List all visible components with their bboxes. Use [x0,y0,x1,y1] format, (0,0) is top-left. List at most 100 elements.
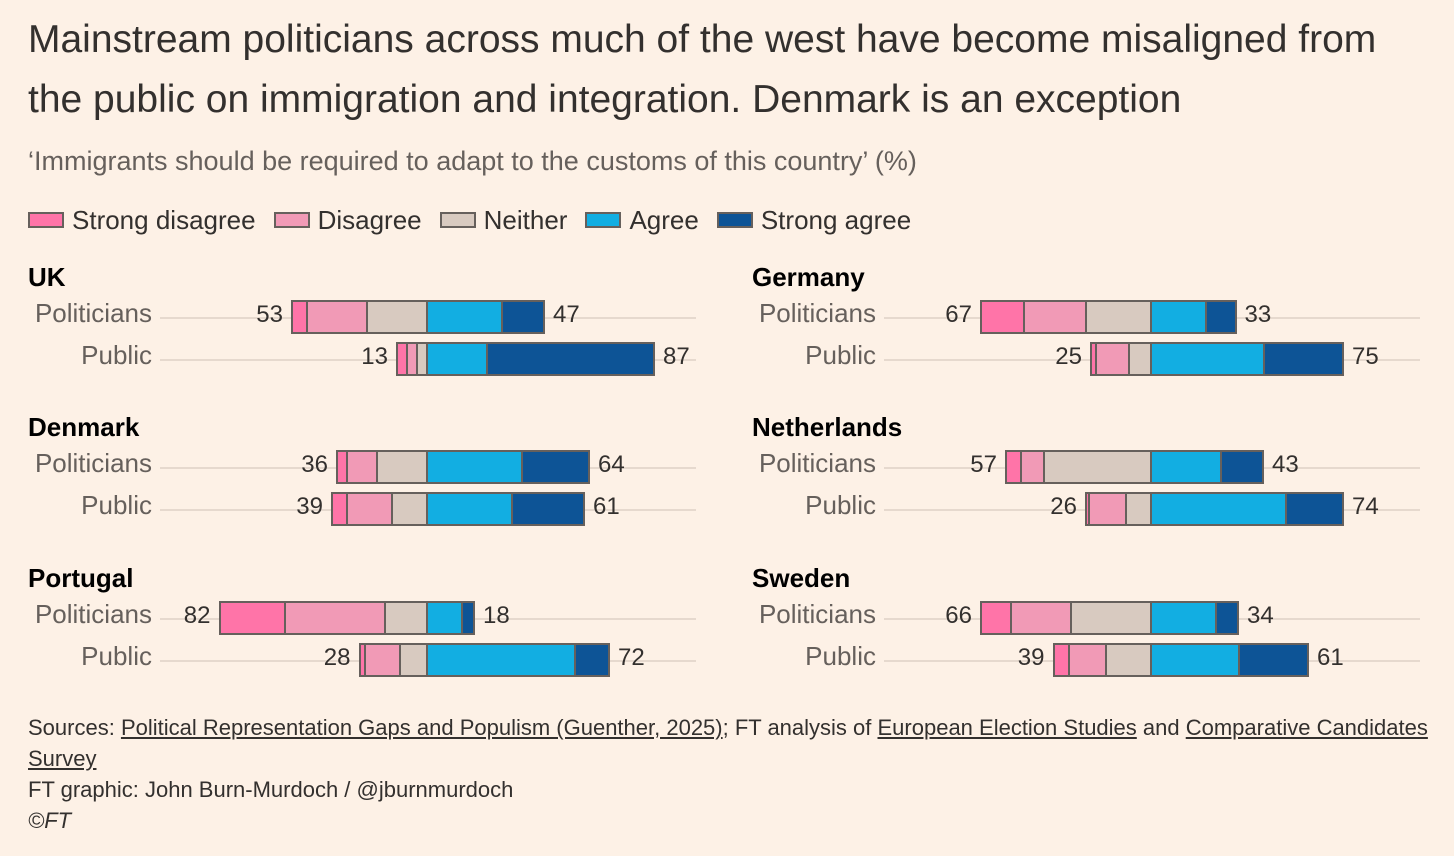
bar-segment-neither [1107,645,1152,675]
legend-item: Disagree [273,205,422,236]
disagree-total-label: 25 [1055,343,1082,370]
bar-segment-strong-agree [1222,452,1262,482]
row-label-public: Public [805,490,876,520]
bar-segment-strong-agree [523,452,588,482]
row-label-public: Public [81,490,152,520]
legend-item: Strong agree [716,204,912,236]
stacked-bar-politicians [291,300,545,334]
agree-total-label: 61 [1317,644,1344,671]
bar-segment-strong-disagree [220,603,286,633]
bar-segment-strong-agree [1217,603,1237,633]
bar-segment-neither [385,603,428,633]
legend-swatch [439,212,476,228]
bar-segment-disagree [1012,603,1072,633]
bar-segment-agree [428,452,523,482]
bar-segment-strong-agree [503,302,543,332]
row-label-politicians: Politicians [758,298,876,328]
bar-segment-agree [1152,494,1287,524]
stacked-bar-public [1052,643,1309,677]
disagree-total-label: 82 [183,602,211,629]
disagree-total-label: 36 [301,451,328,478]
bar-segment-neither [1129,344,1152,374]
disagree-total-label: 26 [1050,493,1077,520]
bar-segment-neither [1044,452,1152,482]
bar-segment-disagree [408,344,418,374]
disagree-total-label: 57 [970,451,997,478]
bar-segment-disagree [308,302,368,332]
bar-segment-strong-disagree [1007,452,1022,482]
row-label-public: Public [81,340,152,370]
bar-segment-disagree [1022,452,1045,482]
copyright: ©FT [28,808,72,833]
source-link-guenther[interactable]: Political Representation Gaps and Populi… [120,715,723,740]
stacked-bar-politicians [980,601,1239,635]
legend-item: Neither [439,205,567,236]
stacked-bar-public [396,342,655,376]
bar-segment-strong-agree [488,344,653,374]
agree-total-label: 64 [598,451,625,478]
legend-swatch [716,212,753,228]
bar-segment-strong-disagree [1092,344,1097,374]
country-panel-netherlands: Netherlands Politicians 57 43 Public 26 74 [752,412,1432,548]
bar-segment-strong-disagree [1054,645,1070,675]
agree-total-label: 72 [618,644,645,671]
bar-segment-strong-disagree [338,452,348,482]
bar-segment-neither [1087,302,1152,332]
stacked-bar-public [1090,342,1344,376]
sources-prefix: Sources: [28,715,121,740]
bar-segment-disagree [348,452,378,482]
stacked-bar-public [358,643,610,677]
bar-segment-agree [1152,302,1207,332]
country-title: UK [28,262,66,292]
row-label-politicians: Politicians [34,298,152,328]
agree-total-label: 43 [1272,451,1299,478]
bar-segment-neither [1072,603,1152,633]
bar-segment-agree [1152,452,1222,482]
country-panel-portugal: Portugal Politicians 82 18 Public 28 72 [28,563,708,699]
source-link-ees[interactable]: European Election Studies [877,715,1137,740]
country-panel-sweden: Sweden Politicians 66 34 Public 39 61 [752,563,1432,699]
chart-title: Mainstream politicians across much of th… [28,18,1377,121]
bar-segment-neither [1127,494,1152,524]
stacked-bar-politicians [1005,450,1264,484]
agree-total-label: 18 [483,602,510,629]
bar-segment-strong-agree [1264,344,1342,374]
graphic-credit: FT graphic: John Burn-Murdoch / @jburnmu… [28,777,514,802]
disagree-total-label: 28 [323,644,351,671]
row-label-politicians: Politicians [758,599,876,629]
chart-subtitle: ‘Immigrants should be required to adapt … [28,146,917,176]
legend-label: Agree [629,204,699,235]
bar-segment-strong-disagree [982,302,1025,332]
agree-total-label: 47 [553,301,580,328]
bar-segment-strong-agree [575,645,608,675]
agree-total-label: 87 [663,343,690,370]
bar-segment-disagree [285,603,386,633]
bar-segment-neither [400,645,428,675]
bar-segment-strong-agree [1287,494,1342,524]
bar-segment-strong-disagree [293,302,308,332]
disagree-total-label: 39 [1017,644,1045,671]
source-link-ccs[interactable]: Comparative Candidates Survey [28,715,1428,771]
bar-segment-disagree [365,645,401,675]
country-panel-germany: Germany Politicians 67 33 Public 25 75 [752,262,1432,398]
country-title: Portugal [28,563,134,593]
bar-segment-disagree [348,494,393,524]
bar-segment-strong-disagree [1087,494,1090,524]
row-label-public: Public [81,641,152,671]
stacked-bar-public [1085,492,1344,526]
bar-segment-neither [368,302,428,332]
bar-segment-strong-disagree [333,494,348,524]
country-title: Netherlands [752,412,903,442]
country-title: Sweden [752,563,851,593]
agree-total-label: 33 [1244,301,1272,328]
bar-segment-disagree [1097,344,1130,374]
disagree-total-label: 39 [296,493,323,520]
stacked-bar-politicians [336,450,590,484]
row-label-politicians: Politicians [34,448,152,478]
row-label-politicians: Politicians [34,599,152,629]
bar-segment-agree [428,302,503,332]
bar-segment-strong-agree [513,494,583,524]
legend-label: Strong agree [760,204,912,235]
bar-segment-agree [1152,344,1265,374]
agree-total-label: 74 [1352,493,1379,520]
